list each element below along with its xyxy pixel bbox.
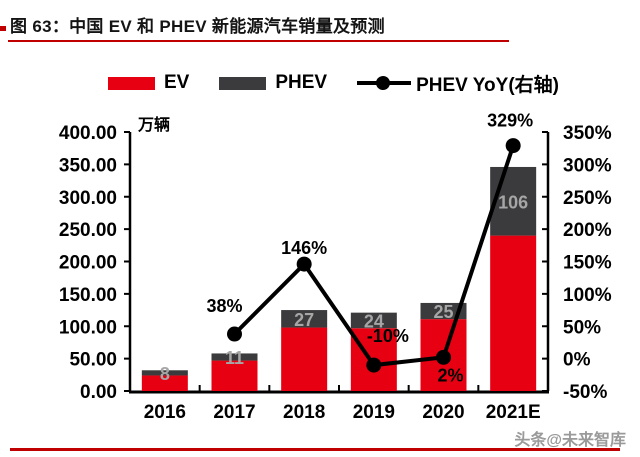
- bar-phev-2018: [281, 310, 328, 328]
- yoy-dot: [376, 76, 391, 90]
- x-axis-label: 2021E: [486, 402, 541, 423]
- left-axis-title: 万辆: [137, 115, 170, 134]
- right-axis-label: 50%: [563, 317, 601, 338]
- left-axis-label: 200.00: [59, 253, 117, 274]
- bar-ev-2016: [141, 375, 188, 391]
- ev-swatch: [108, 76, 155, 90]
- red-corner-mark: [0, 26, 6, 31]
- yoy-point-label: 329%: [487, 111, 533, 131]
- yoy-point: [296, 256, 312, 272]
- bar-phev-2016: [141, 370, 188, 376]
- bar-value-label: 106: [498, 192, 528, 212]
- bar-phev-2017: [211, 353, 258, 361]
- bar-value-label: 24: [364, 311, 384, 331]
- x-axis-label: 2016: [144, 402, 186, 423]
- legend-item-ev: EV: [108, 72, 189, 94]
- bar-value-label: 11: [225, 348, 244, 368]
- left-axis-label: 50.00: [69, 350, 117, 371]
- legend-label-ev: EV: [164, 72, 190, 93]
- right-axis-label: 150%: [563, 253, 612, 274]
- left-axis-label: 250.00: [59, 220, 117, 241]
- right-axis-label: -50%: [563, 382, 607, 403]
- x-axis-label: 2018: [283, 402, 325, 423]
- yoy-point: [436, 349, 451, 365]
- left-axis-label: 0.00: [80, 382, 117, 403]
- bar-value-label: 25: [433, 302, 453, 322]
- right-axis-label: 0%: [563, 350, 591, 371]
- right-axis-label: 100%: [563, 285, 612, 306]
- x-axis-label: 2017: [213, 402, 255, 423]
- yoy-point-label: 38%: [206, 296, 242, 316]
- x-axis-label: 2020: [422, 402, 464, 423]
- title-underline: [8, 40, 509, 42]
- right-axis-label: 300%: [563, 155, 612, 176]
- yoy-point-label: 2%: [437, 365, 463, 385]
- yoy-point-label: -10%: [367, 326, 409, 346]
- yoy-point: [227, 326, 242, 342]
- bar-value-label: 8: [160, 364, 170, 384]
- left-axis-label: 150.00: [59, 285, 117, 306]
- figure-title: 图 63：中国 EV 和 PHEV 新能源汽车销量及预测: [10, 17, 385, 36]
- legend-item-yoy: PHEV YoY(右轴): [357, 70, 559, 97]
- legend-label-yoy: PHEV YoY(右轴): [416, 74, 559, 96]
- right-axis-label: 200%: [563, 220, 612, 241]
- bar-ev-2017: [211, 360, 258, 391]
- right-axis-label: 350%: [563, 123, 612, 144]
- left-axis-label: 400.00: [59, 123, 117, 144]
- right-axis-label: 250%: [563, 188, 612, 209]
- yoy-point: [505, 138, 521, 154]
- legend-item-phev: PHEV: [219, 72, 327, 94]
- chart-legend: EV PHEV PHEV YoY(右轴): [108, 72, 559, 96]
- x-axis-label: 2019: [353, 402, 395, 423]
- bar-phev-2021E: [490, 166, 537, 236]
- watermark: 头条@未来智库: [514, 432, 626, 449]
- bar-phev-2020: [420, 302, 467, 320]
- bar-ev-2021E: [490, 235, 537, 391]
- legend-label-phev: PHEV: [275, 72, 328, 93]
- yoy-point-label: 146%: [281, 238, 327, 258]
- left-axis-label: 300.00: [59, 188, 117, 209]
- phev-swatch: [219, 76, 267, 90]
- yoy-point: [366, 357, 382, 373]
- bar-value-label: 27: [294, 310, 314, 330]
- bottom-red-rule: [10, 448, 620, 451]
- left-axis-label: 350.00: [59, 155, 117, 176]
- yoy-line-marker-icon: [357, 75, 412, 91]
- bar-phev-2019: [350, 312, 397, 329]
- left-axis-label: 100.00: [59, 317, 117, 338]
- bar-ev-2018: [281, 327, 328, 391]
